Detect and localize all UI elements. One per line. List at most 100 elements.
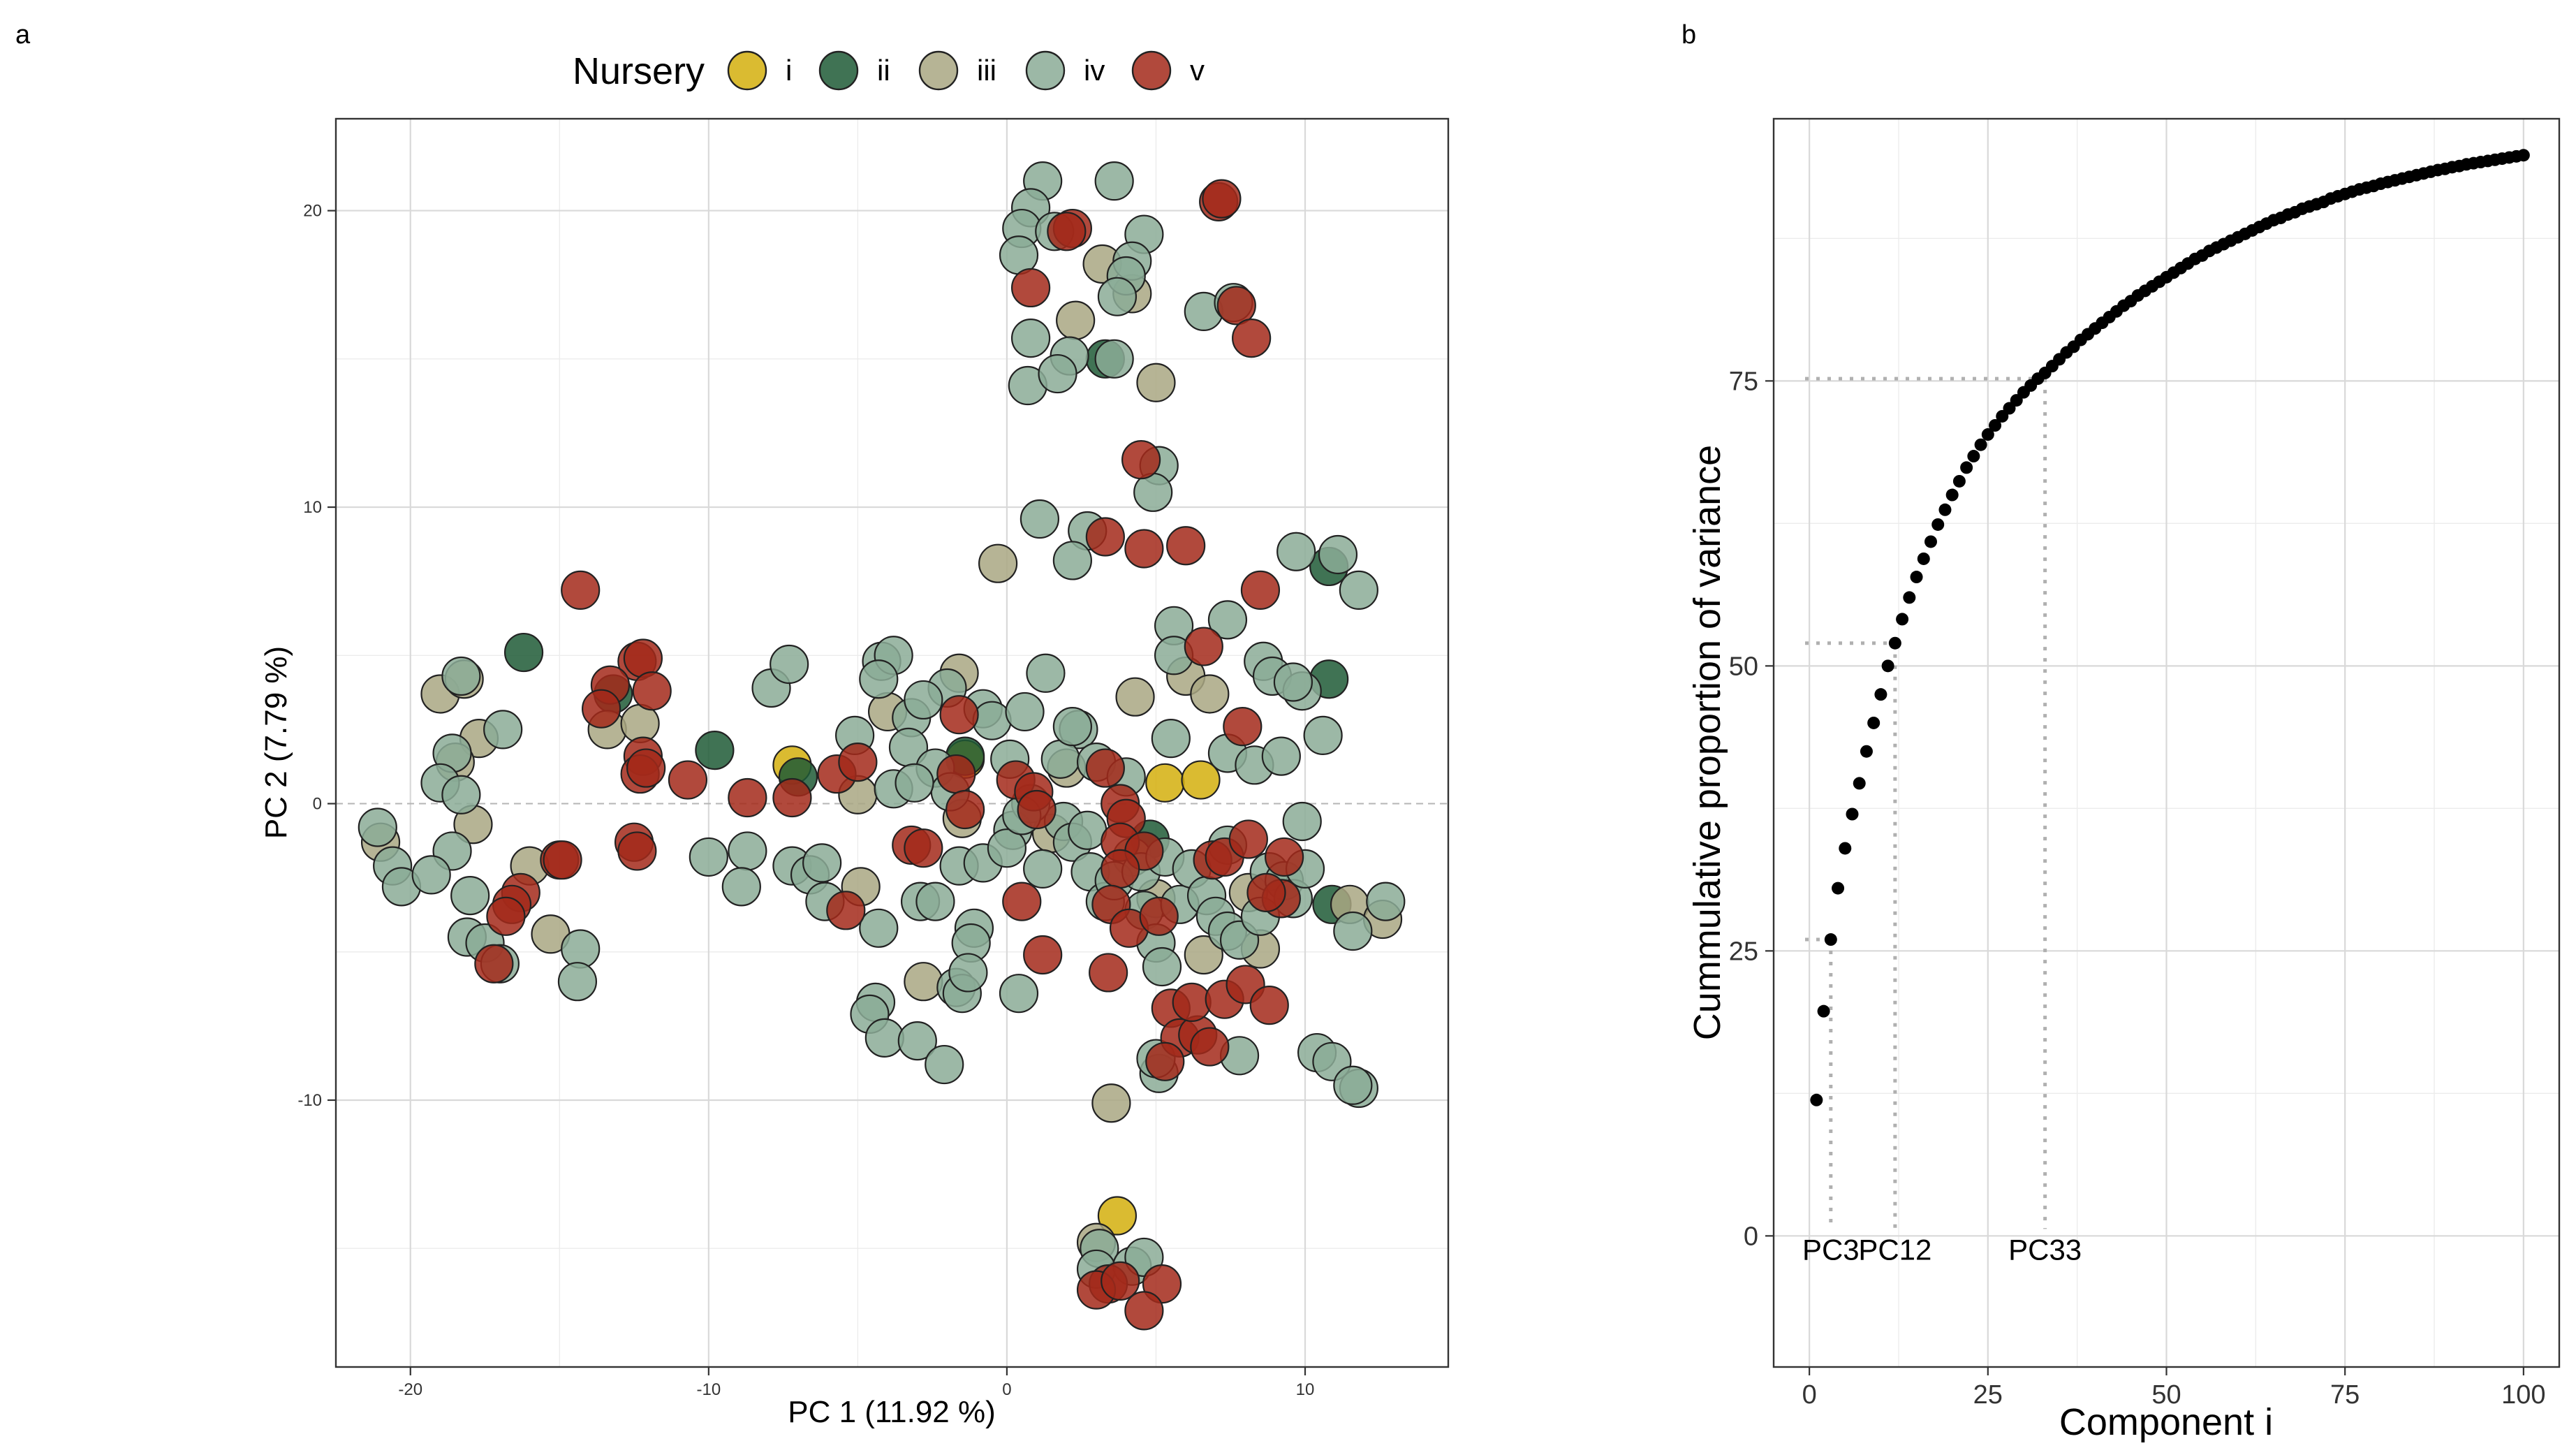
pca-point-v bbox=[617, 831, 657, 871]
variance-point bbox=[1974, 438, 1987, 451]
pca-point-i bbox=[1097, 1196, 1138, 1236]
marker-label-pc12: PC12 bbox=[1858, 1233, 1931, 1266]
y-tick-label: 0 bbox=[313, 795, 322, 814]
pca-x-axis-title: PC 1 (11.92 %) bbox=[788, 1395, 996, 1429]
pca-point-iv bbox=[859, 659, 899, 699]
legend-label-ii: ii bbox=[877, 54, 890, 87]
pca-point-iv bbox=[1151, 719, 1191, 759]
variance-point bbox=[1810, 1093, 1823, 1106]
pca-point-iv bbox=[1094, 339, 1134, 379]
pca-point-iv bbox=[1068, 810, 1107, 850]
pca-point-v bbox=[474, 944, 514, 984]
variance-point bbox=[1817, 1004, 1830, 1018]
variance-axis-ticks: 0 25 50 75 100 0 25 50 75 bbox=[1729, 367, 2546, 1410]
y-tick-label: 25 bbox=[1729, 937, 1758, 966]
variance-point bbox=[1832, 882, 1845, 895]
x-tick-label: -20 bbox=[398, 1380, 422, 1399]
legend-swatch-iv bbox=[1025, 50, 1066, 91]
variance-point bbox=[1881, 659, 1894, 673]
variance-point bbox=[1874, 688, 1887, 701]
panel-label-b: b bbox=[1681, 20, 1696, 50]
pca-point-v bbox=[626, 748, 666, 788]
pca-point-iv bbox=[1303, 715, 1343, 755]
pca-point-iv bbox=[1023, 849, 1063, 889]
x-tick-label: 75 bbox=[2330, 1380, 2360, 1410]
x-tick-label: 100 bbox=[2501, 1380, 2545, 1410]
variance-point bbox=[1888, 636, 1901, 650]
pca-point-iv bbox=[1142, 946, 1182, 987]
pca-point-iv bbox=[441, 656, 481, 696]
legend-swatch-i bbox=[727, 50, 767, 91]
pca-point-iv bbox=[1052, 707, 1092, 747]
pca-point-v bbox=[1124, 1291, 1164, 1331]
pca-point-ii bbox=[695, 731, 735, 770]
pca-point-iv bbox=[897, 1021, 937, 1061]
legend-swatch-ii bbox=[818, 50, 859, 91]
pca-point-iii bbox=[1056, 300, 1096, 340]
variance-point bbox=[1839, 842, 1852, 855]
pca-point-iv bbox=[1038, 353, 1077, 394]
pca-point-iv bbox=[561, 929, 601, 969]
variance-point bbox=[1981, 428, 1994, 441]
pca-point-iv bbox=[1097, 277, 1138, 316]
pca-point-v bbox=[728, 777, 767, 818]
pca-point-v bbox=[668, 760, 708, 800]
pca-points bbox=[358, 161, 1406, 1331]
x-tick-label: 10 bbox=[1296, 1380, 1315, 1399]
legend-label-iii: iii bbox=[977, 54, 996, 87]
variance-point bbox=[1917, 552, 1930, 565]
variance-point bbox=[1945, 488, 1959, 502]
pca-point-i bbox=[1181, 760, 1221, 800]
pca-point-v bbox=[772, 777, 812, 818]
pca-point-iv bbox=[1005, 692, 1045, 732]
pca-point-v bbox=[1085, 748, 1125, 788]
pca-point-iii bbox=[904, 962, 943, 1002]
pca-point-iv bbox=[1207, 600, 1248, 640]
pca-point-v bbox=[1172, 982, 1212, 1023]
pca-point-iv bbox=[948, 953, 988, 993]
variance-point bbox=[1867, 716, 1881, 729]
pca-point-v bbox=[1223, 707, 1263, 747]
pca-point-iv bbox=[728, 831, 767, 871]
pca-point-v bbox=[1085, 517, 1125, 557]
pca-point-iv bbox=[483, 710, 523, 750]
pca-point-v bbox=[1240, 570, 1281, 610]
variance-point bbox=[1903, 591, 1916, 604]
pca-point-iii bbox=[1190, 674, 1230, 714]
pca-point-iv bbox=[859, 908, 899, 948]
pca-point-v bbox=[1101, 849, 1140, 889]
pca-point-v bbox=[1101, 1261, 1140, 1301]
pca-point-ii bbox=[503, 632, 544, 673]
y-tick-label: 0 bbox=[1744, 1222, 1758, 1251]
pca-point-v bbox=[1246, 872, 1286, 912]
y-tick-label: 20 bbox=[303, 202, 322, 221]
pca-point-v bbox=[904, 828, 943, 868]
pca-point-v bbox=[1121, 440, 1161, 480]
pca-point-iv bbox=[557, 962, 598, 1002]
variance-points bbox=[1810, 149, 2530, 1106]
pca-point-v bbox=[1249, 986, 1289, 1025]
variance-point bbox=[1967, 450, 1980, 463]
variance-point bbox=[1989, 418, 2002, 432]
pca-point-v bbox=[1145, 1041, 1185, 1081]
pca-point-v bbox=[1166, 526, 1206, 566]
pca-point-iii bbox=[1091, 1083, 1131, 1123]
pca-point-iv bbox=[450, 875, 490, 916]
pca-point-v bbox=[1228, 819, 1268, 859]
variance-point bbox=[2517, 149, 2530, 162]
variance-y-axis-title: Cummulative proportion of variance bbox=[1686, 445, 1728, 1040]
pca-point-iv bbox=[770, 644, 809, 685]
pca-axis-ticks: -20 -10 0 10 20 10 0 -10 bbox=[297, 202, 1314, 1399]
panel-label-a: a bbox=[15, 20, 31, 50]
variance-point bbox=[1952, 474, 1966, 488]
x-tick-label: -10 bbox=[697, 1380, 721, 1399]
pca-point-iv bbox=[1339, 570, 1378, 610]
pca-point-v bbox=[1202, 179, 1242, 219]
variance-point bbox=[1910, 571, 1923, 584]
pca-point-iv bbox=[689, 837, 728, 877]
pca-point-iv bbox=[925, 1044, 964, 1085]
x-tick-label: 50 bbox=[2151, 1380, 2181, 1410]
